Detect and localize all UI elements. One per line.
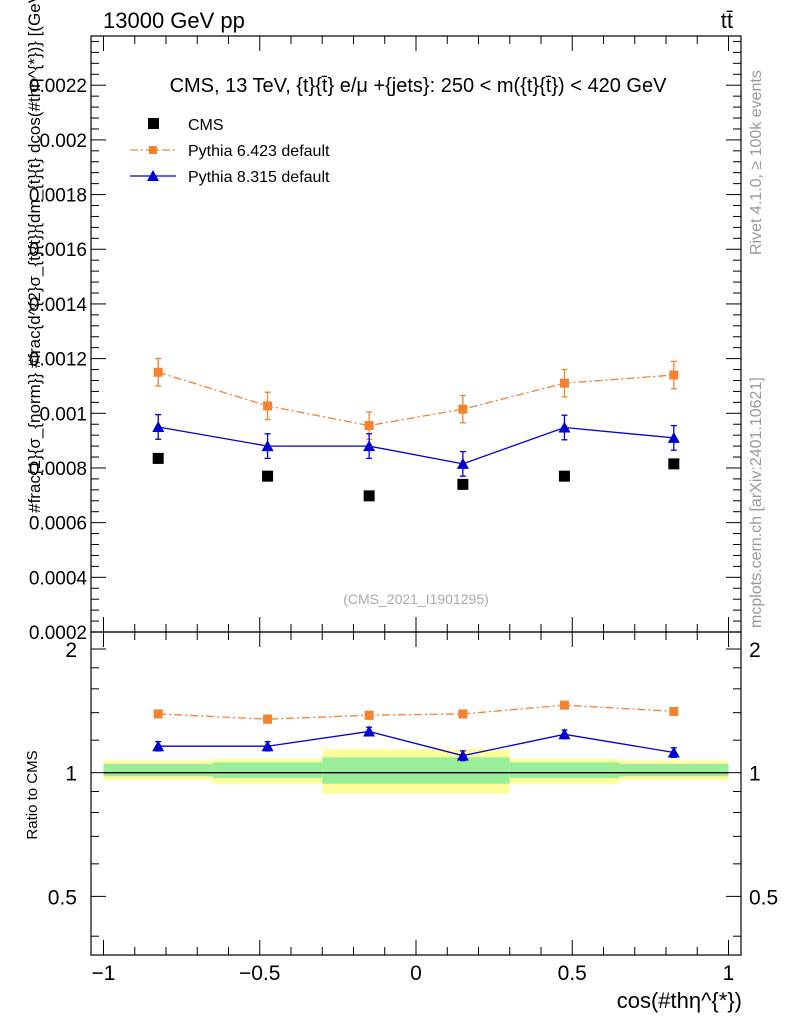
x-tick-label: 0 [410,962,422,985]
pythia8-data-point [363,440,376,452]
ratio-pythia8-point [152,740,165,752]
ratio-y-tick-label: 0.5 [48,886,77,909]
legend-pythia6-label: Pythia 6.423 default [188,143,330,160]
ratio-pythia8-point [558,728,571,740]
legend-pythia8-marker [147,170,159,181]
x-tick-label: −1 [92,962,116,985]
ratio-pythia6-point [669,706,679,716]
uncertainty-band-inner [509,762,620,779]
ratio-axes: 0.5 0.5 1 1 2 2 −1 −0.5 0 0.5 1 [48,631,778,985]
series-line-pythia6 [157,371,674,427]
ratio-y-tick-label: 2 [65,639,77,662]
legend-cms-label: CMS [188,117,224,134]
pythia8-data-point [456,457,469,469]
header-energy: 13000 GeV pp [103,8,245,33]
pythia8-data-point [667,431,680,443]
ratio-pythia8-point [261,740,274,752]
ratio-panel: 0.5 0.5 1 1 2 2 −1 −0.5 0 0.5 1 Ratio to CMS cos(#… [24,631,778,1013]
ratio-pythia8-point [456,749,469,761]
ratio-pythia6-point [153,709,163,719]
uncertainty-band-inner [103,763,213,777]
x-tick-label: −0.5 [239,962,280,985]
main-panel: 0.0002 0.0004 0.0006 0.0008 0.001 0.0012 0.001… [25,0,742,644]
header-process: tt̄ [721,8,733,33]
mcplots-label: mcplots.cern.ch [arXiv:2401.10621] [748,377,765,628]
ratio-pythia6-point [364,710,374,720]
main-y-tick-label: 0.0016 [29,240,87,261]
ratio-line-pythia6 [158,704,674,720]
main-y-tick-label: 0.002 [39,131,87,152]
cms-data-point [363,490,375,502]
main-y-tick-label: 0.0006 [29,514,87,535]
ratio-uncertainty-bands [103,749,729,794]
ratio-pythia6-point [458,709,468,719]
ratio-pythia8-point [667,746,680,758]
ratio-pythia6-point [559,700,569,710]
uncertainty-band-inner [212,762,323,779]
ratio-pythia6-point [263,714,273,724]
pythia6-data-point [458,404,468,414]
ratio-y-axis-label: Ratio to CMS [24,750,41,839]
main-y-tick-label: 0.0008 [29,459,87,480]
pythia6-data-point [559,378,569,388]
ratio-y-tick-label-right: 2 [749,639,761,662]
pythia6-data-point [263,401,273,411]
legend-cms-marker [148,118,159,129]
legend-pythia8-label: Pythia 8.315 default [188,169,330,186]
ratio-line-pythia8 [158,730,674,757]
ratio-series [152,700,680,762]
ratio-y-tick-label-right: 1 [749,763,761,786]
cms-data-point [457,478,469,490]
legend-pythia6-marker [149,146,157,154]
main-y-tick-label: 0.0018 [29,186,87,207]
main-y-tick-label: 0.0012 [29,350,87,371]
pythia6-data-point [669,370,679,380]
plot-title: CMS, 13 TeV, {t}{t̄} e/μ +{jets}: 250 < … [170,75,668,97]
ratio-pythia8-point [363,725,376,737]
main-y-axis-label: #frac{1}{σ_{norm}} #frac{d^{2}σ_{t}{t}}{… [25,0,44,513]
pythia6-data-point [364,421,374,431]
cms-data-point [558,470,570,482]
main-y-tick-label: 0.0004 [29,568,88,589]
main-y-tick-label: 0.0022 [29,76,87,97]
x-tick-label: 0.5 [558,962,587,985]
pythia8-data-point [152,420,165,432]
rivet-version-label: Rivet 4.1.0, ≥ 100k events [748,70,765,255]
main-y-tick-label: 0.0014 [29,295,88,316]
pythia8-data-point [558,421,571,433]
x-axis-label: cos(#thη^{*}) [617,988,742,1013]
cms-data-point [152,452,164,464]
uncertainty-band-inner [322,757,416,784]
pythia6-data-point [153,367,163,377]
pythia8-data-point [261,440,274,452]
legend: CMS Pythia 6.423 default Pythia 8.315 de… [130,117,330,186]
x-tick-label: 1 [723,962,735,985]
series-line-pythia8 [158,426,674,465]
cms-data-point [262,470,274,482]
cms-data-point [668,458,680,470]
uncertainty-band-inner [416,757,510,784]
ratio-frame [90,631,742,956]
main-series [152,357,680,502]
main-axes: 0.0002 0.0004 0.0006 0.0008 0.001 0.0012 0.001… [29,35,742,644]
ratio-y-tick-label: 1 [65,763,77,786]
main-y-tick-label: 0.001 [39,404,87,425]
main-y-tick-label: 0.0002 [29,623,87,644]
analysis-watermark: (CMS_2021_I1901295) [343,591,489,607]
ratio-y-tick-label-right: 0.5 [749,886,778,909]
uncertainty-band-inner [619,763,729,777]
